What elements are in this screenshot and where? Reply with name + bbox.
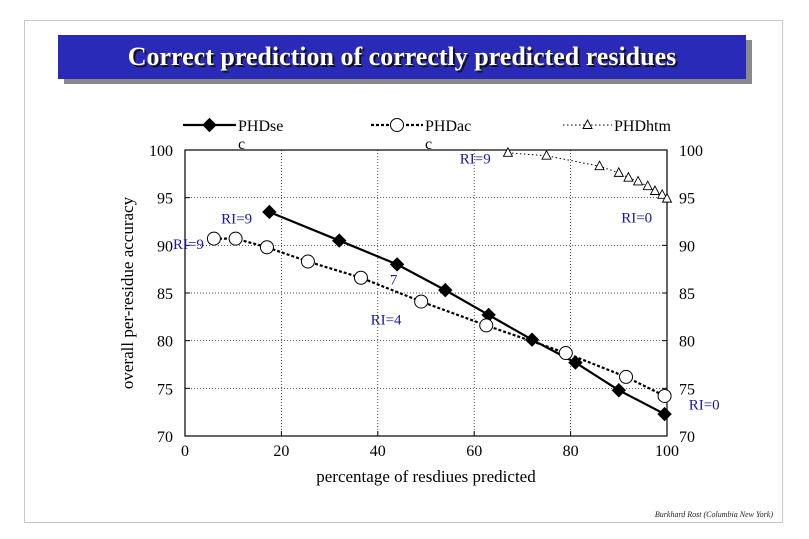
x-tick-label: 40 xyxy=(370,443,386,460)
legend-marker-phdhtm xyxy=(582,119,593,129)
annotations: RI=9 RI=9 7 RI=4 RI=9 RI=0 RI=0 xyxy=(173,151,720,413)
x-tick-label: 20 xyxy=(273,443,289,460)
legend-label-phdsec-wrap: c xyxy=(238,136,245,153)
diamond-point-phdsec xyxy=(332,233,347,248)
series-phdsec xyxy=(262,204,672,422)
triangle-point-phdhtm xyxy=(594,160,605,171)
legend-label-phdsec: PHDse xyxy=(238,118,283,135)
slide-title: Correct prediction of correctly predicte… xyxy=(127,42,677,71)
annotation-label: RI=9 xyxy=(173,237,204,253)
series-group xyxy=(206,146,673,422)
series-phdacc xyxy=(206,231,672,403)
triangle-point-phdhtm xyxy=(623,171,634,182)
x-tick-label: 100 xyxy=(655,443,679,460)
diamond-point-phdsec xyxy=(438,282,453,298)
triangle-point-phdhtm xyxy=(632,175,644,186)
footer-credit: Burkhard Rost (Columbia New York) xyxy=(654,510,773,519)
diamond-point-phdsec xyxy=(524,332,540,347)
circle-point-phdacc xyxy=(206,231,221,246)
slide-frame xyxy=(24,20,783,523)
legend-label-phdacc: PHDac xyxy=(425,118,471,135)
legend-label-phdhtm: PHDhtm xyxy=(614,118,671,135)
legend-item-phdhtm: PHDhtm xyxy=(563,118,671,135)
annotation-label: RI=0 xyxy=(621,210,652,226)
x-tick-label: 80 xyxy=(563,443,579,460)
y-tick-label-right: 90 xyxy=(679,238,695,255)
annotation-label: RI=9 xyxy=(221,211,252,227)
y-tick-label-right: 85 xyxy=(679,286,695,303)
annotation-label: RI=4 xyxy=(371,312,402,328)
legend-marker-phdacc xyxy=(390,118,404,132)
y-axis-label: overall per-residue accuracy xyxy=(118,196,137,389)
circle-point-phdacc xyxy=(558,346,573,361)
triangle-point-phdhtm xyxy=(642,180,653,191)
legend-label-phdacc-wrap: c xyxy=(425,136,432,153)
y-tick-label: 80 xyxy=(157,334,173,351)
circle-point-phdacc xyxy=(259,240,274,255)
grid-lines xyxy=(185,150,667,436)
y-tick-label-right: 80 xyxy=(679,334,695,351)
y-tick-label-right: 70 xyxy=(679,429,695,446)
circle-point-phdacc xyxy=(414,294,429,309)
triangle-point-phdhtm xyxy=(649,185,661,195)
triangle-point-phdhtm xyxy=(502,146,514,157)
annotation-label: 7 xyxy=(390,272,398,288)
triangle-point-phdhtm xyxy=(661,192,673,203)
circle-point-phdacc xyxy=(657,388,672,403)
triangle-point-phdhtm xyxy=(613,166,625,177)
circle-point-phdacc xyxy=(619,369,634,384)
title-bar: Correct prediction of correctly predicte… xyxy=(58,35,746,79)
y-tick-label-right: 100 xyxy=(679,143,703,160)
series-line-phdacc xyxy=(213,237,666,397)
y-tick-label: 100 xyxy=(149,143,173,160)
y-tick-label: 95 xyxy=(157,191,173,208)
diamond-point-phdsec xyxy=(611,383,627,398)
diamond-point-phdsec xyxy=(262,204,277,220)
x-tick-label: 60 xyxy=(466,443,482,460)
y-tick-label: 75 xyxy=(157,381,173,398)
circle-point-phdacc xyxy=(479,318,494,333)
legend-marker-phdsec xyxy=(202,117,217,133)
triangle-point-phdhtm xyxy=(541,149,552,160)
series-phdhtm xyxy=(502,146,673,203)
series-line-phdsec xyxy=(268,210,666,416)
circle-point-phdacc xyxy=(300,254,315,269)
circle-point-phdacc xyxy=(228,231,243,246)
y-tick-label: 85 xyxy=(157,286,173,303)
x-axis-label: percentage of resdiues predicted xyxy=(316,467,536,486)
x-tick-label: 0 xyxy=(181,443,189,460)
annotation-label: RI=0 xyxy=(689,397,720,413)
circle-point-phdacc xyxy=(353,270,368,285)
y-tick-label: 90 xyxy=(157,238,173,255)
y-tick-label-right: 95 xyxy=(679,191,695,208)
diamond-point-phdsec xyxy=(568,355,583,370)
annotation-label: RI=9 xyxy=(460,151,491,167)
diamond-point-phdsec xyxy=(657,406,672,422)
series-line-phdhtm xyxy=(507,152,668,200)
y-tick-label-right: 75 xyxy=(679,381,695,398)
y-tick-label: 70 xyxy=(157,429,173,446)
diamond-point-phdsec xyxy=(389,257,405,272)
triangle-point-phdhtm xyxy=(656,188,668,199)
